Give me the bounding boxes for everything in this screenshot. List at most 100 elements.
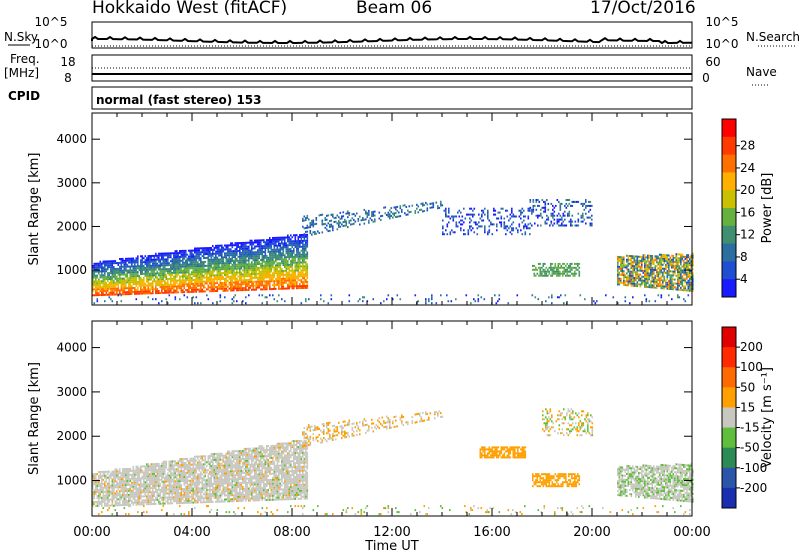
data-cell [221,285,223,288]
data-cell [440,294,442,297]
data-cell [161,288,163,290]
data-cell [129,479,132,482]
data-cell [303,259,306,262]
data-cell [345,212,348,215]
data-cell [641,281,643,284]
data-cell [660,255,663,258]
data-cell [93,280,96,283]
data-cell [572,274,575,277]
data-cell [526,225,528,228]
data-cell [239,259,241,262]
data-cell [327,214,330,217]
data-cell [102,496,105,499]
data-cell [134,477,136,480]
data-cell [188,281,190,284]
data-cell [180,283,183,286]
data-cell [290,283,292,286]
data-cell [458,209,461,212]
data-cell [636,273,639,276]
data-cell [234,259,237,262]
data-cell [200,288,202,291]
data-cell [162,264,165,267]
data-cell [215,266,217,269]
data-cell [484,225,486,228]
data-cell [123,502,126,504]
data-cell [497,300,499,303]
data-cell [176,279,178,282]
data-cell [137,495,139,498]
data-cell [612,296,615,299]
data-cell [108,296,111,299]
data-cell [249,267,252,270]
data-cell [534,222,536,225]
data-cell [111,492,114,495]
data-cell [107,280,109,282]
data-cell [407,209,409,212]
data-cell [122,269,124,272]
data-cell [303,277,306,280]
data-cell [296,267,298,270]
data-cell [183,267,186,270]
data-cell [284,273,286,276]
data-cell [194,255,196,258]
data-cell [671,254,673,257]
data-cell [150,284,153,287]
data-cell [149,288,151,291]
data-cell [542,270,545,273]
data-cell [621,270,624,272]
data-cell [284,281,286,284]
data-cell [431,298,433,301]
data-cell [191,261,193,264]
data-cell [275,242,277,245]
data-cell [224,248,226,251]
data-cell [669,274,672,277]
data-cell [558,200,560,203]
data-cell [538,204,541,207]
data-cell [260,276,262,279]
data-cell [662,275,664,278]
data-cell [125,498,127,500]
data-cell [329,220,331,222]
data-cell [499,221,501,224]
data-cell [445,211,447,214]
data-cell [236,263,238,266]
data-cell [239,285,241,288]
data-cell [305,257,307,260]
station-title: Hokkaido West (fitACF) [92,0,288,18]
data-cell [348,219,351,222]
data-cell [119,472,121,475]
data-cell [116,502,118,505]
data-cell [140,261,142,264]
data-cell [114,283,117,286]
data-cell [165,285,168,288]
data-cell [107,289,109,292]
data-cell [272,272,274,275]
data-cell [158,274,160,277]
data-cell [571,272,573,275]
data-cell [128,277,130,280]
data-cell [105,498,108,501]
data-cell [684,277,687,280]
data-cell [267,245,270,247]
data-cell [484,231,486,234]
data-cell [120,474,123,477]
data-cell [689,285,691,288]
data-cell [177,269,180,272]
data-cell [167,268,169,271]
data-cell [527,207,530,210]
data-cell [276,240,279,243]
data-cell [209,249,211,251]
data-cell [114,494,117,497]
data-cell [276,250,279,253]
data-cell [257,268,259,271]
data-cell [222,287,225,290]
freq-unit: [MHz] [4,66,39,80]
data-cell [281,258,283,261]
data-cell [162,287,165,290]
data-cell [110,504,112,507]
data-cell [416,203,418,206]
data-cell [257,241,259,244]
data-cell [168,270,171,272]
data-cell [568,220,571,223]
data-cell [692,278,694,281]
